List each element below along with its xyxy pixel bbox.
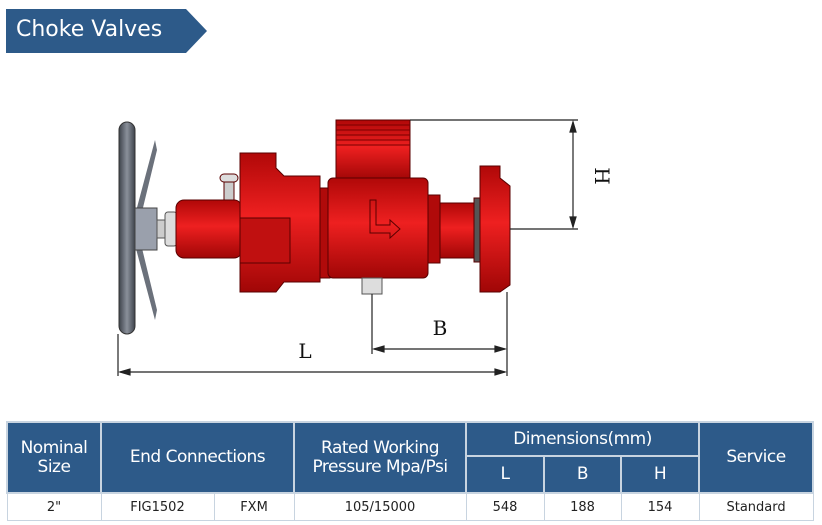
spec-table: Nominal Size End Connections Rated Worki… (6, 421, 815, 521)
header-l: L (465, 455, 546, 494)
handwheel (118, 121, 178, 335)
cell-l: 548 (465, 492, 545, 521)
cell-b: 188 (543, 492, 622, 521)
banner-arrow-shape (6, 9, 207, 53)
cell-h: 154 (620, 492, 700, 521)
header-h: H (620, 455, 701, 494)
page-title: Choke Valves (16, 17, 163, 42)
header-b: B (543, 455, 623, 494)
dimension-lines (117, 119, 578, 376)
cell-end-conn-2: FXM (213, 492, 295, 521)
header-pressure: Rated Working Pressure Mpa/Psi (293, 421, 468, 494)
title-banner: Choke Valves (6, 9, 208, 58)
dimension-label-b: B (433, 316, 448, 340)
valve-body (175, 119, 511, 295)
header-nominal-size: Nominal Size (6, 421, 102, 494)
cell-end-conn-1: FIG1502 (100, 492, 215, 521)
dimension-label-h: H (590, 167, 614, 184)
header-end-connections: End Connections (99, 421, 296, 494)
cell-size: 2" (6, 492, 102, 521)
header-service: Service (698, 421, 815, 494)
cell-service: Standard (698, 492, 814, 521)
cell-pressure: 105/15000 (293, 492, 467, 521)
choke-valve-drawing: H B L (117, 119, 614, 376)
header-dimensions: Dimensions(mm) (465, 421, 701, 457)
table-row: 2" FIG1502 FXM 105/15000 548 188 154 Sta… (6, 492, 814, 521)
dimension-label-l: L (298, 339, 311, 363)
